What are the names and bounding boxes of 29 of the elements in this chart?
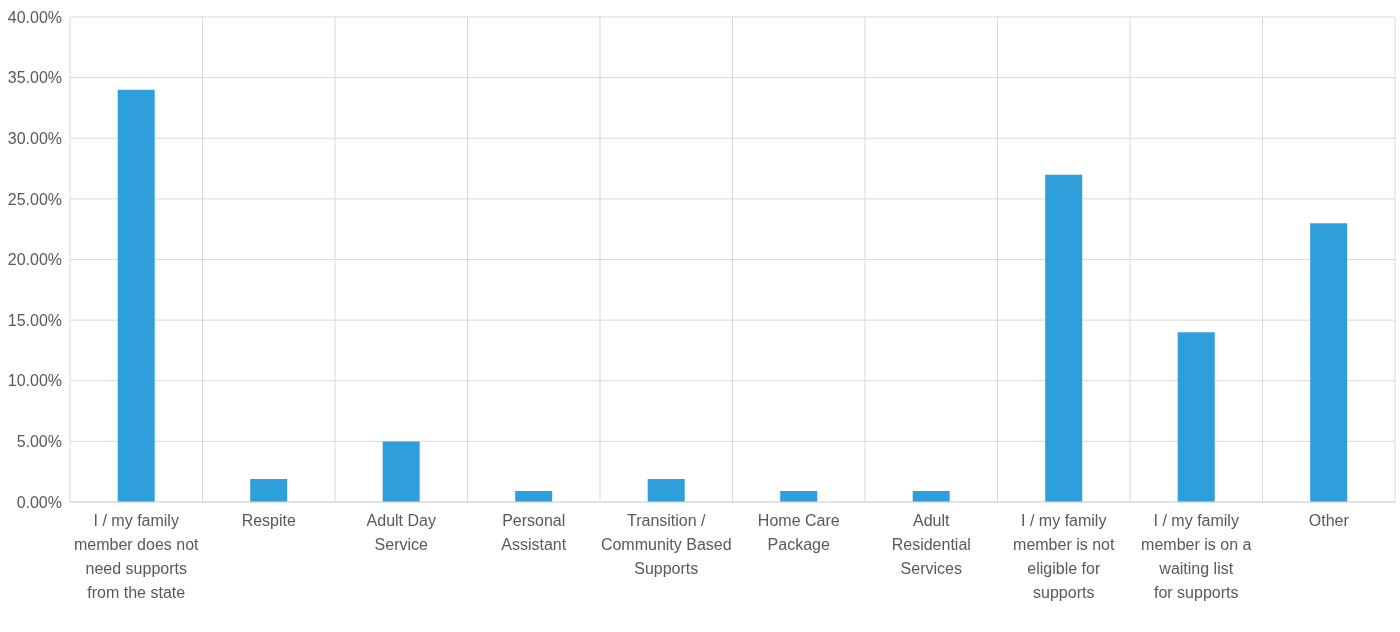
y-tick-label: 35.00% [7,69,62,87]
x-tick-label: Other [1308,512,1350,529]
bar [1045,174,1083,502]
bar [647,478,685,502]
y-tick-label: 5.00% [16,433,62,451]
y-tick-label: 15.00% [7,311,62,329]
bar [515,491,553,502]
bar [250,478,288,502]
x-tick-label: I / my family member does not need supports from the state [73,512,200,601]
y-tick-label: 0.00% [16,493,62,511]
y-tick-label: 30.00% [7,129,62,147]
bar [382,441,420,502]
x-tick-label: Respite [241,512,296,529]
y-tick-label: 25.00% [7,190,62,208]
bar [780,491,818,502]
x-tick-label: Personal Assistant [501,512,567,553]
y-tick-label: 10.00% [7,372,62,390]
bar [1310,223,1348,502]
x-tick-label: I / my family member is not eligible for supports [1013,512,1115,601]
bar [912,491,950,502]
x-tick-label: Adult Residential Services [891,512,971,577]
y-tick-label: 20.00% [7,251,62,269]
x-tick-label: Transition / Community Based Supports [600,512,732,577]
x-tick-label: Home Care Package [757,512,840,553]
x-tick-label: I / my family member is on a waiting list for supports [1141,512,1252,601]
x-tick-label: Adult Day Service [366,512,436,553]
bar [1177,332,1215,502]
bar [117,89,155,502]
y-tick-label: 40.00% [7,8,62,26]
